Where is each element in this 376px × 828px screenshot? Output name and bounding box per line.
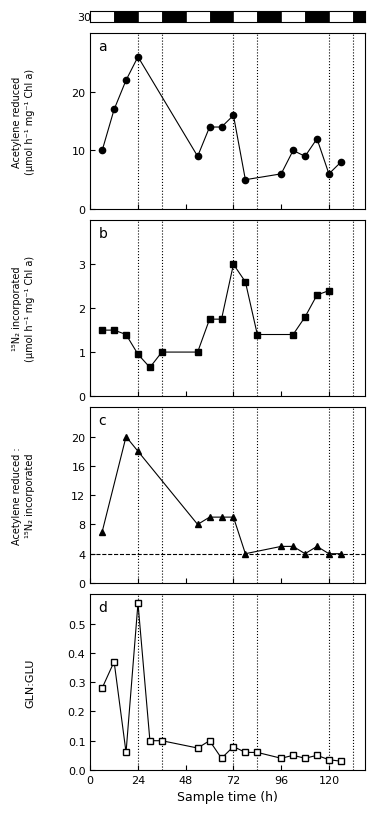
Y-axis label: 30: 30 xyxy=(78,12,92,22)
X-axis label: Sample time (h): Sample time (h) xyxy=(177,791,278,803)
Y-axis label: Acetylene reduced
(μmol h⁻¹ mg⁻¹ Chl a): Acetylene reduced (μmol h⁻¹ mg⁻¹ Chl a) xyxy=(12,69,35,175)
Bar xyxy=(233,12,257,23)
Y-axis label: GLN:GLU: GLN:GLU xyxy=(25,657,35,707)
Bar xyxy=(305,12,329,23)
Text: b: b xyxy=(99,226,108,240)
Text: d: d xyxy=(99,600,108,614)
Y-axis label: Acetylene reduced :
¹⁵N₂ incorporated: Acetylene reduced : ¹⁵N₂ incorporated xyxy=(12,447,35,544)
Text: a: a xyxy=(99,40,107,54)
Bar xyxy=(90,12,114,23)
Bar xyxy=(281,12,305,23)
Bar xyxy=(162,12,186,23)
Bar xyxy=(209,12,233,23)
Y-axis label: ¹⁵N₂ incorporated
(μmol h⁻¹ mg⁻¹ Chl a): ¹⁵N₂ incorporated (μmol h⁻¹ mg⁻¹ Chl a) xyxy=(12,256,35,362)
Bar xyxy=(257,12,281,23)
Text: c: c xyxy=(99,413,106,427)
Bar xyxy=(186,12,209,23)
Bar xyxy=(114,12,138,23)
Bar xyxy=(329,12,353,23)
Bar xyxy=(138,12,162,23)
Bar xyxy=(353,12,376,23)
